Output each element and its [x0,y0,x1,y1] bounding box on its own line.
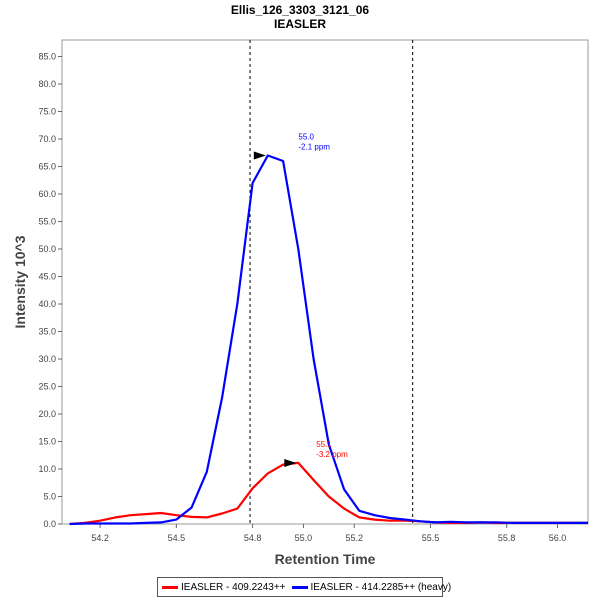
legend-label-heavy: IEASLER - 414.2285++ (heavy) [310,581,452,593]
y-tick-label: 70.0 [38,134,56,144]
y-tick-label: 15.0 [38,437,56,447]
peak-rt-label: 55.1 [316,440,332,449]
y-tick-label: 0.0 [43,519,56,529]
legend-item-heavy: IEASLER - 414.2285++ (heavy) [291,581,452,593]
y-tick-label: 80.0 [38,79,56,89]
y-tick-label: 45.0 [38,272,56,282]
series-line-heavy [69,154,588,526]
x-tick-label: 55.8 [498,533,516,543]
legend-item-light: IEASLER - 409.2243++ [162,582,286,593]
peak-annotations: 55.1-3.2 ppm 55.0-2.1 ppm [253,133,348,467]
y-tick-label: 40.0 [38,299,56,309]
y-tick-label: 35.0 [38,327,56,337]
y-tick-label: 50.0 [38,244,56,254]
x-axis-title: Retention Time [275,551,376,567]
legend-swatch-light [162,585,178,589]
peak-rt-label: 55.0 [298,133,314,142]
plot-area [61,39,589,525]
x-tick-label: 54.5 [168,533,186,543]
legend-swatch-heavy [291,585,308,589]
y-tick-label: 75.0 [38,107,56,117]
x-tick-label: 54.8 [244,533,262,543]
y-tick-label: 30.0 [38,354,56,364]
peak-ppm-label: -3.2 ppm [316,450,348,459]
chart-subtitle: IEASLER [274,17,326,31]
legend-label-light: IEASLER - 409.2243++ [181,581,286,593]
y-tick-label: 55.0 [38,217,56,227]
y-tick-label: 85.0 [38,52,56,62]
x-tick-label: 55.0 [295,533,313,543]
y-tick-label: 25.0 [38,382,56,392]
y-axis-title: Intensity 10^3 [12,235,28,328]
chart-title: Ellis_126_3303_3121_06 [231,3,369,17]
x-tick-label: 54.2 [91,533,109,543]
x-tick-label: 55.2 [345,533,363,543]
x-tick-label: 55.5 [422,533,440,543]
legend: IEASLER - 409.2243++ IEASLER - 414.2285+… [157,577,451,597]
peak-ppm-label: -2.1 ppm [298,143,330,152]
peak-arrow [284,458,297,467]
y-tick-label: 20.0 [38,409,56,419]
peak-arrow [253,151,266,160]
peak-boundaries [249,40,414,524]
y-tick-label: 65.0 [38,162,56,172]
series-group [69,154,588,526]
y-tick-label: 60.0 [38,189,56,199]
x-tick-label: 56.0 [549,533,567,543]
y-axis: 0.0 5.0 10.0 15.0 20.0 25.0 30.0 35.0 40.0 45.0 50… [38,52,62,529]
y-tick-label: 5.0 [43,492,56,502]
x-axis: 54.2 54.5 54.8 55.0 55.2 55.5 55.8 56.0 [91,524,566,543]
y-tick-label: 10.0 [38,464,56,474]
